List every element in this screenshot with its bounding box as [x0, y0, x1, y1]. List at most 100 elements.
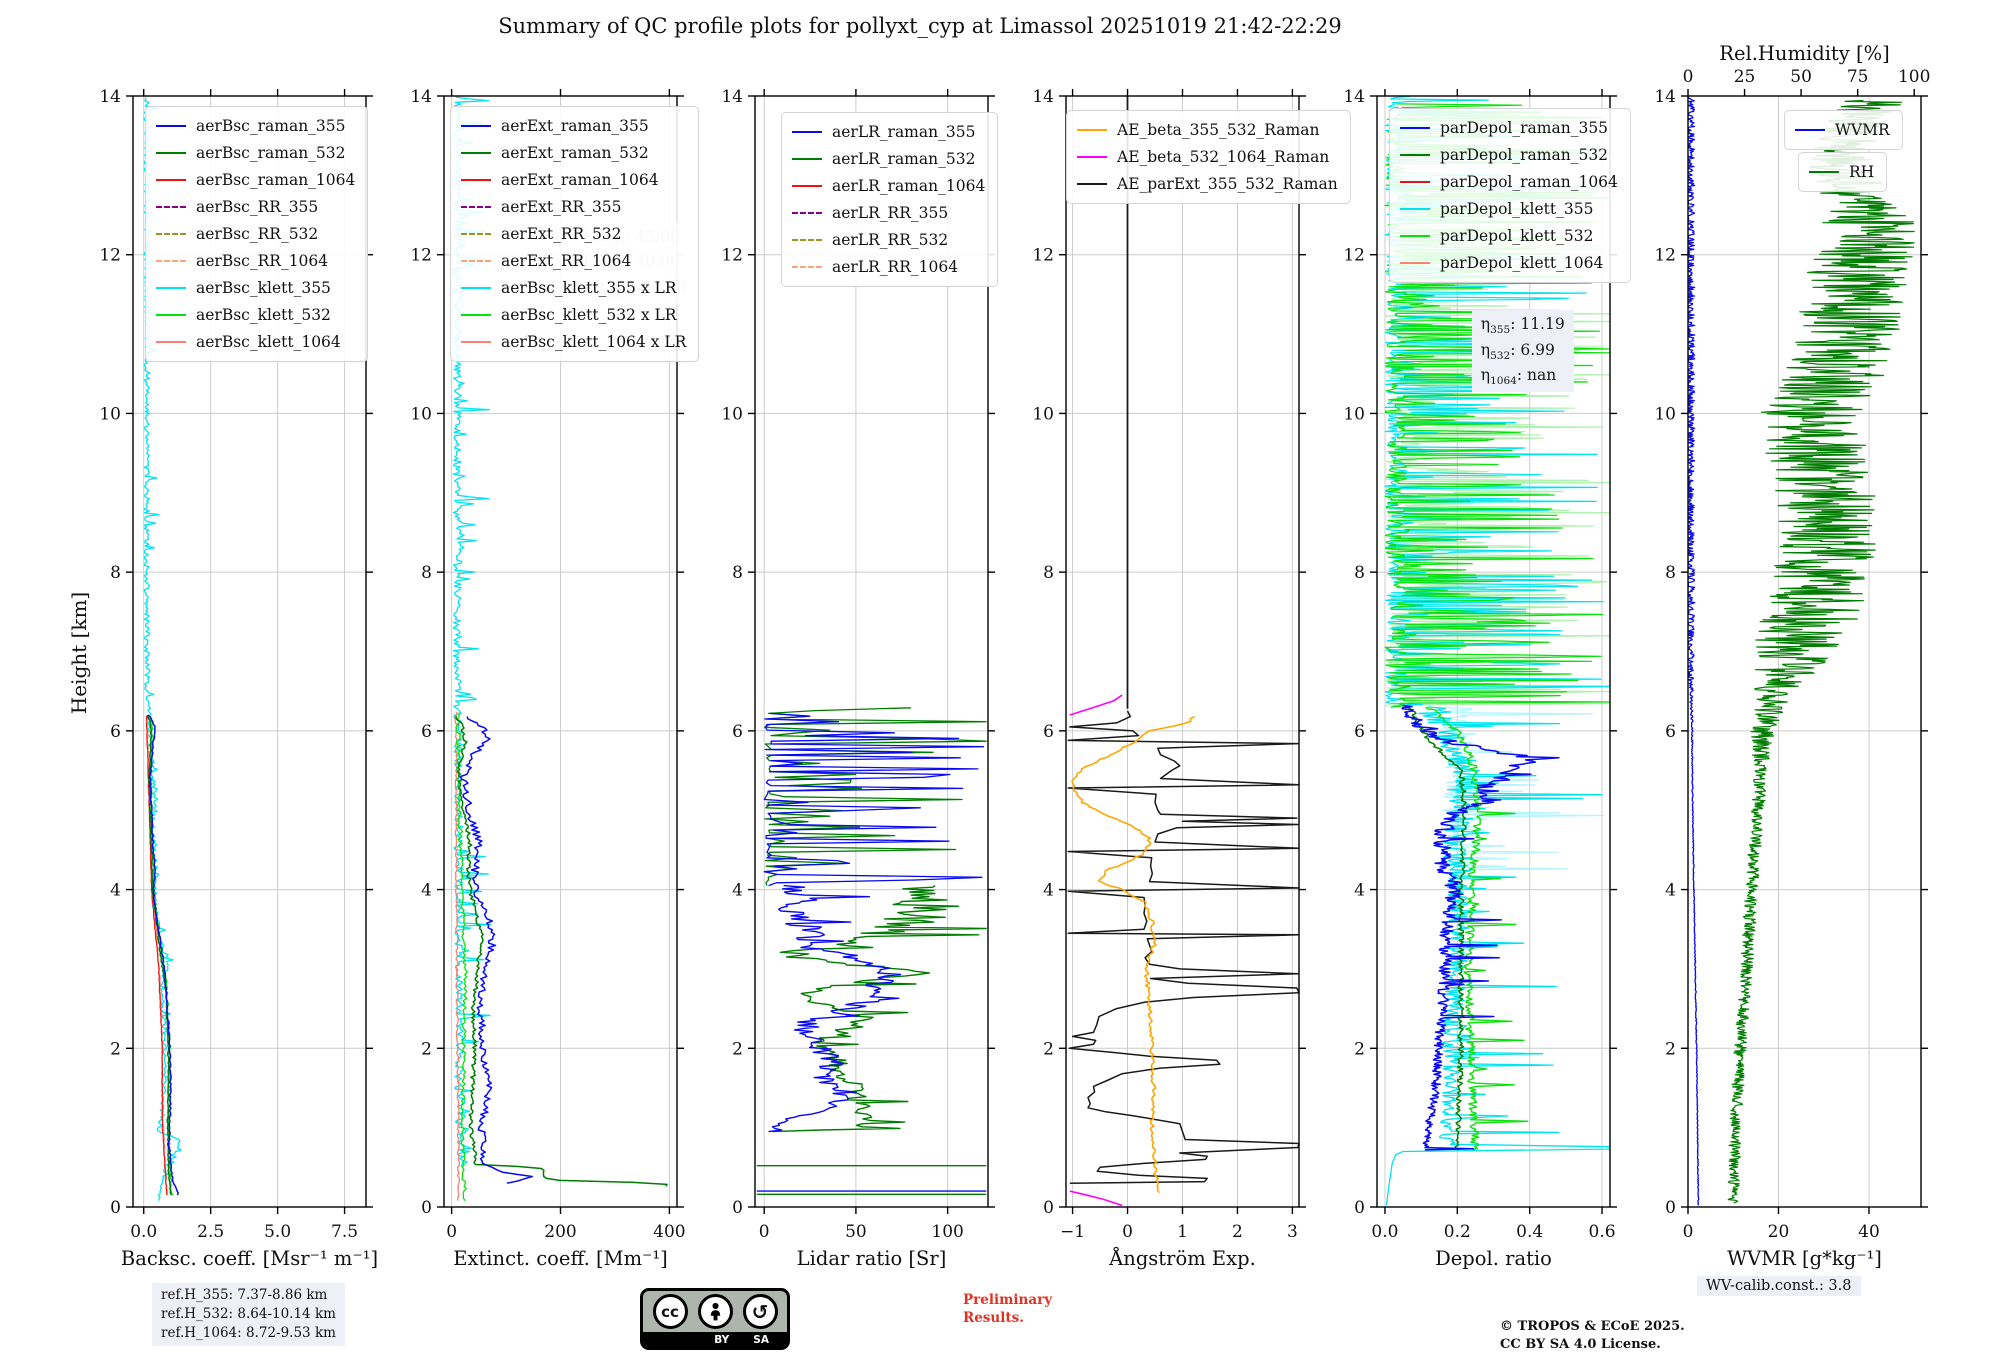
legend-swatch [1077, 156, 1107, 158]
panel-angstrom: −1 0 1 2 3 0 2 4 6 8 10 12 14 Ångström Exp. AE_beta_35… [1032, 84, 1351, 1270]
series-parDepol_klett_355 [1418, 706, 1603, 1146]
cc-by-label: BY [714, 1333, 730, 1346]
legend-swatch [1400, 235, 1430, 237]
wv-calibration-annotation: WV-calib.const.: 3.8 [1697, 1276, 1861, 1296]
legend-swatch [461, 341, 491, 343]
y-tick-label: 2 [110, 1039, 121, 1059]
x-tick-label: 20 [1768, 1222, 1790, 1242]
y-tick-label: 2 [1043, 1039, 1054, 1059]
panel-depol: 0.0 0.2 0.4 0.6 0 2 4 6 8 10 12 14 Depol. ratio η355:… [1343, 84, 1631, 1270]
legend-swatch [156, 233, 186, 235]
legend-item: aerBsc_klett_1064 x LR [461, 331, 686, 353]
legend-item: aerBsc_RR_532 [156, 223, 355, 245]
y-tick-label: 4 [1665, 881, 1676, 901]
x-tick-label: 50 [845, 1222, 867, 1242]
by-person-icon [697, 1294, 733, 1329]
legend-item: aerBsc_RR_1064 [156, 250, 355, 272]
legend-item-label: RH [1849, 163, 1875, 181]
y-tick-label: 12 [721, 246, 743, 266]
legend-item-label: aerExt_RR_532 [501, 225, 622, 243]
series-parDepol_klett_532_pale_top [1384, 215, 1610, 708]
x-axis-label-backscatter: Backsc. coeff. [Msr⁻¹ m⁻¹] [120, 1247, 379, 1270]
legend-item: RH [1809, 161, 1874, 183]
legend-swatch [1077, 183, 1107, 185]
y-tick-label: 8 [421, 563, 432, 583]
legend-item: aerLR_raman_355 [792, 121, 985, 143]
legend-swatch [792, 185, 822, 187]
legend-swatch [156, 287, 186, 289]
series-aerBsc_raman_532 [146, 714, 172, 1196]
legend-item-label: aerBsc_klett_355 x LR [501, 279, 677, 297]
legend-item: aerLR_RR_1064 [792, 256, 985, 278]
y-tick-label: 8 [732, 563, 743, 583]
legend-item: aerBsc_klett_1064 [156, 331, 355, 353]
top-axis-label-wvmr: Rel.Humidity [%] [1719, 42, 1890, 65]
y-tick-label: 8 [110, 563, 121, 583]
y-tick-label: 10 [410, 404, 432, 424]
series-AE_beta_355_532_Raman [1071, 715, 1195, 1194]
series-aerLR_raman_355_high [763, 712, 985, 887]
y-tick-label: 0 [421, 1198, 432, 1218]
y-tick-label: 6 [1665, 722, 1676, 742]
x-tick-label: 0 [1122, 1222, 1133, 1242]
copyright-line1: © TROPOS & ECoE 2025. [1500, 1319, 1685, 1334]
y-tick-label: 4 [1043, 881, 1054, 901]
x-axis-label-angstrom: Ångström Exp. [1109, 1247, 1256, 1270]
y-tick-label: 2 [1354, 1039, 1365, 1059]
legend-item: parDepol_klett_1064 [1400, 252, 1618, 274]
legend-item: parDepol_raman_532 [1400, 144, 1618, 166]
legend-item-label: aerBsc_RR_355 [196, 198, 319, 216]
top-tick-label: 75 [1847, 67, 1869, 87]
series-aerBsc_klett_1064_x_LR [454, 711, 461, 1201]
y-tick-label: 4 [732, 881, 743, 901]
panel-extinction: 0 200 400 0 2 4 6 8 10 12 14 Extinct. coeff. [Mm⁻¹]… [410, 84, 700, 1270]
x-tick-label: 5.0 [264, 1222, 291, 1242]
person-glyph [710, 1302, 720, 1321]
top-tick-label: 0 [1683, 67, 1694, 87]
ref-h-1064: ref.H_1064: 8.72-9.53 km [161, 1324, 336, 1341]
legend-swatch [156, 152, 186, 154]
legend-angstrom: AE_beta_355_532_Raman AE_beta_532_1064_Ra… [1066, 110, 1351, 204]
legend-item: aerBsc_raman_355 [156, 115, 355, 137]
x-tick-label: −1 [1060, 1222, 1085, 1242]
y-tick-label: 12 [1343, 246, 1365, 266]
legend-item-label: aerLR_raman_355 [832, 123, 976, 141]
series-parDepol_klett_355_bottom [1385, 1143, 1610, 1206]
legend-lidar_ratio: aerLR_raman_355 aerLR_raman_532 aerLR_rama… [781, 112, 999, 287]
series-aerBsc_klett_532_x_LR [455, 712, 468, 1202]
y-tick-label: 2 [1665, 1039, 1676, 1059]
cc-icons-row: cc ↺ [643, 1291, 787, 1329]
legend-item-label: aerLR_RR_532 [832, 231, 949, 249]
x-tick-label: 3 [1287, 1222, 1298, 1242]
y-tick-label: 6 [421, 722, 432, 742]
y-tick-label: 2 [421, 1039, 432, 1059]
legend-swatch [1400, 208, 1430, 210]
legend-swatch [792, 266, 822, 268]
x-tick-label: 2 [1232, 1222, 1243, 1242]
legend-item-label: AE_beta_355_532_Raman [1117, 121, 1320, 139]
legend-backscatter: aerBsc_raman_355 aerBsc_raman_532 aerBsc_r… [145, 106, 369, 362]
x-axis-label-lidar_ratio: Lidar ratio [Sr] [796, 1247, 947, 1270]
y-tick-label: 14 [1343, 87, 1365, 107]
legend-item-label: parDepol_raman_1064 [1440, 173, 1618, 191]
y-tick-label: 8 [1354, 563, 1365, 583]
y-tick-label: 6 [732, 722, 743, 742]
y-tick-label: 14 [1032, 87, 1054, 107]
y-tick-label: 10 [1343, 404, 1365, 424]
panel-svg-lidar_ratio: 0 50 100 0 2 4 6 8 10 12 14 [721, 87, 995, 1242]
legend-swatch [792, 239, 822, 241]
x-tick-label: 2.5 [197, 1222, 224, 1242]
y-tick-label: 6 [110, 722, 121, 742]
series-AE_beta_532_1064_top [1069, 694, 1123, 716]
x-tick-label: 0 [446, 1222, 457, 1242]
y-tick-label: 12 [1654, 246, 1676, 266]
legend-item-label: aerBsc_klett_1064 x LR [501, 333, 687, 351]
legend-item-label: aerBsc_RR_532 [196, 225, 319, 243]
x-tick-label: 0.0 [1371, 1222, 1398, 1242]
legend-item: parDepol_raman_355 [1400, 117, 1618, 139]
legend-item: parDepol_raman_1064 [1400, 171, 1618, 193]
legend-swatch [461, 314, 491, 316]
legend-item: aerExt_raman_532 [461, 142, 686, 164]
legend-swatch [792, 212, 822, 214]
